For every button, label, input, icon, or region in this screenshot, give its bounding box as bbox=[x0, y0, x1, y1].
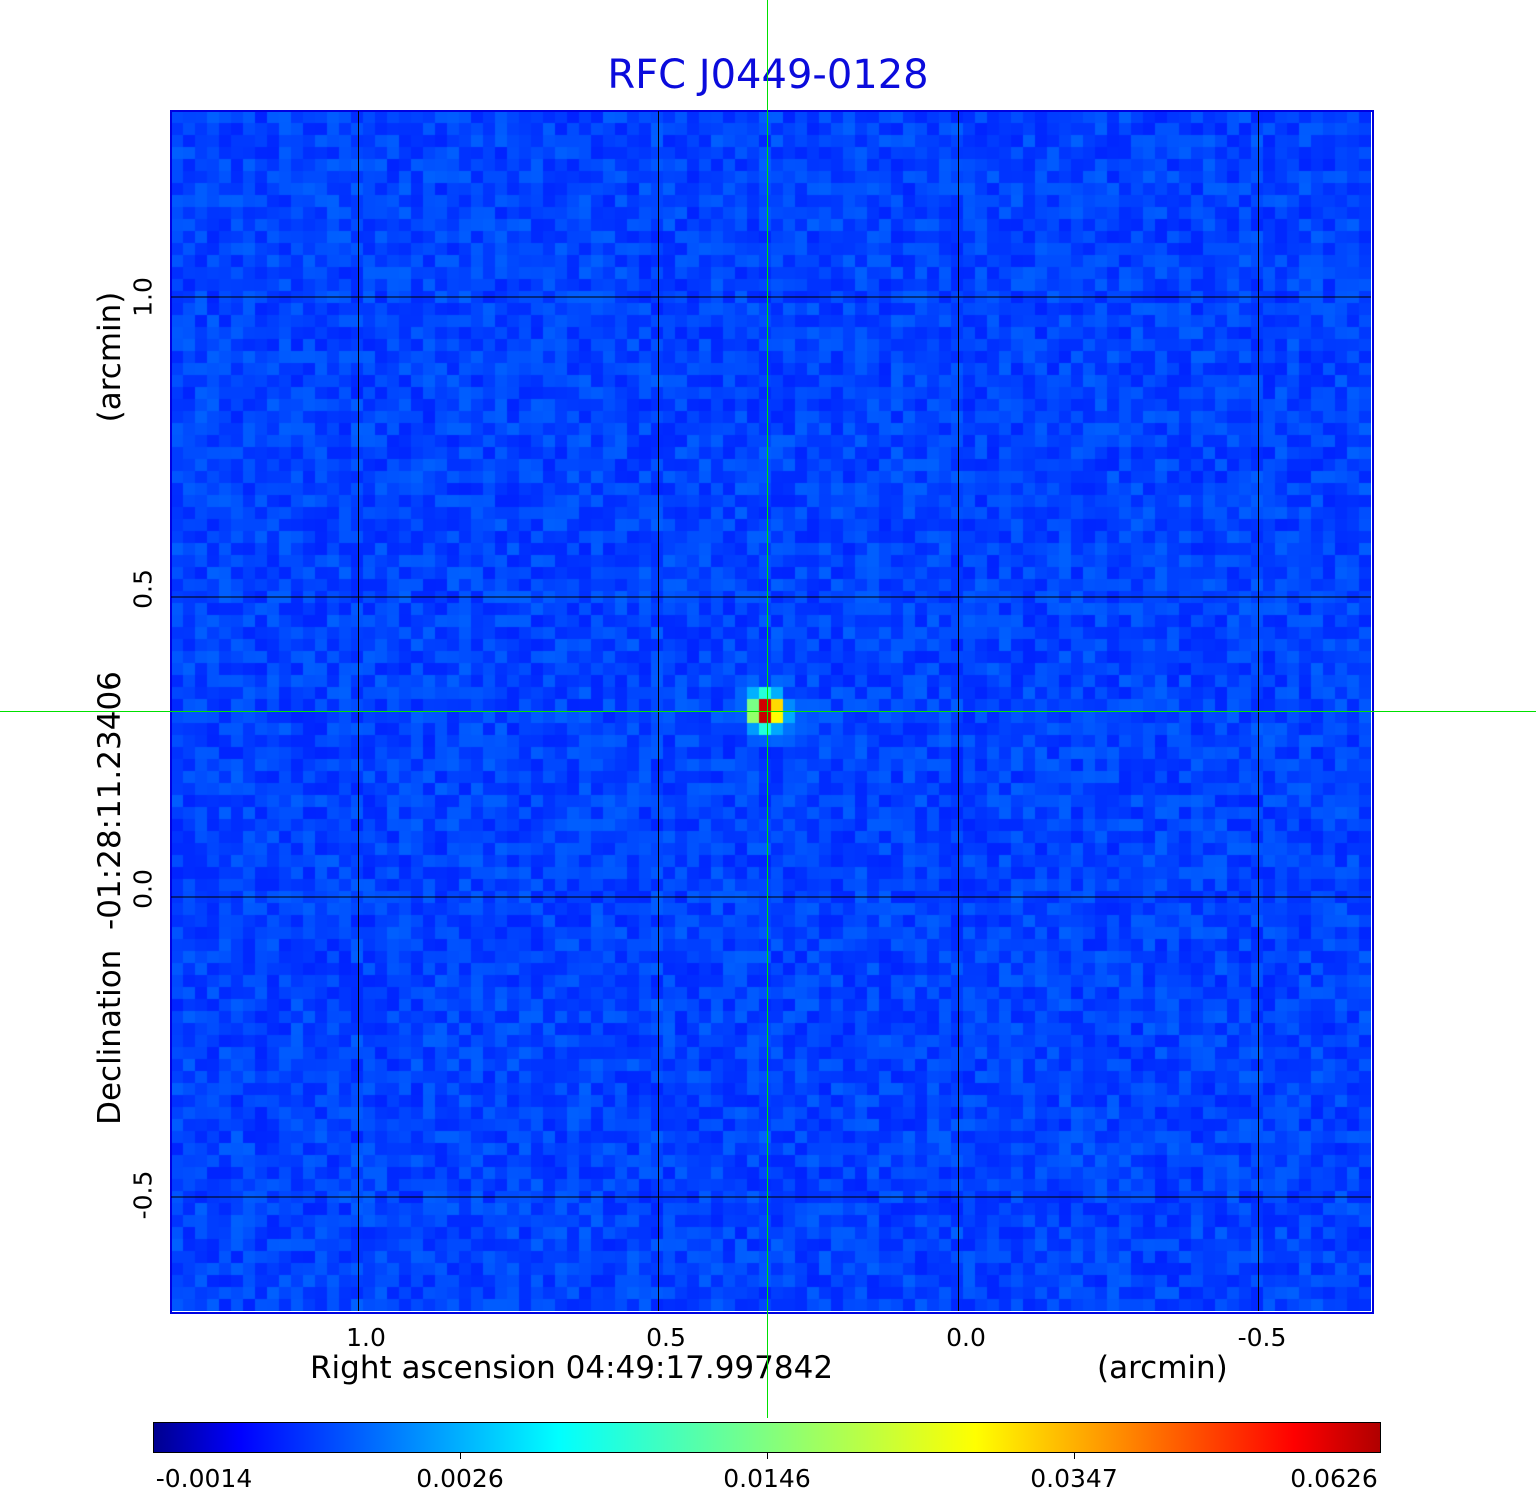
grid-lines bbox=[171, 111, 1371, 1311]
x-axis-label: Right ascension 04:49:17.997842 bbox=[310, 1350, 834, 1386]
x-tick-label: 0.5 bbox=[646, 1323, 686, 1352]
y-tick-label: 0.5 bbox=[128, 569, 158, 609]
x-axis-unit: (arcmin) bbox=[1097, 1350, 1228, 1386]
colorbar-tick bbox=[767, 1453, 768, 1459]
crosshair-horizontal bbox=[0, 711, 1536, 712]
x-tick-label: -0.5 bbox=[1237, 1323, 1287, 1352]
y-tick-label: 1.0 bbox=[128, 277, 158, 317]
plot-frame bbox=[170, 110, 1374, 1314]
colorbar-tick-label: 0.0626 bbox=[1290, 1464, 1378, 1493]
y-tick-label: 0.0 bbox=[128, 869, 158, 909]
colorbar-tick bbox=[460, 1453, 461, 1459]
crosshair-vertical bbox=[766, 0, 768, 1418]
colorbar-tick-label: -0.0014 bbox=[155, 1464, 253, 1493]
chart-title: RFC J0449-0128 bbox=[607, 52, 929, 98]
y-axis-unit: (arcmin) bbox=[92, 291, 128, 423]
colorbar-tick-label: 0.0026 bbox=[416, 1464, 504, 1493]
y-tick-label: -0.5 bbox=[128, 1170, 158, 1220]
y-axis-label: Declination -01:28:11.23406 bbox=[92, 671, 128, 1125]
colorbar-tick-label: 0.0146 bbox=[723, 1464, 811, 1493]
x-tick-label: 1.0 bbox=[346, 1323, 386, 1352]
colorbar-tick-label: 0.0347 bbox=[1030, 1464, 1118, 1493]
colorbar-tick bbox=[1074, 1453, 1075, 1459]
x-tick-label: 0.0 bbox=[946, 1323, 986, 1352]
colorbar bbox=[153, 1422, 1381, 1453]
